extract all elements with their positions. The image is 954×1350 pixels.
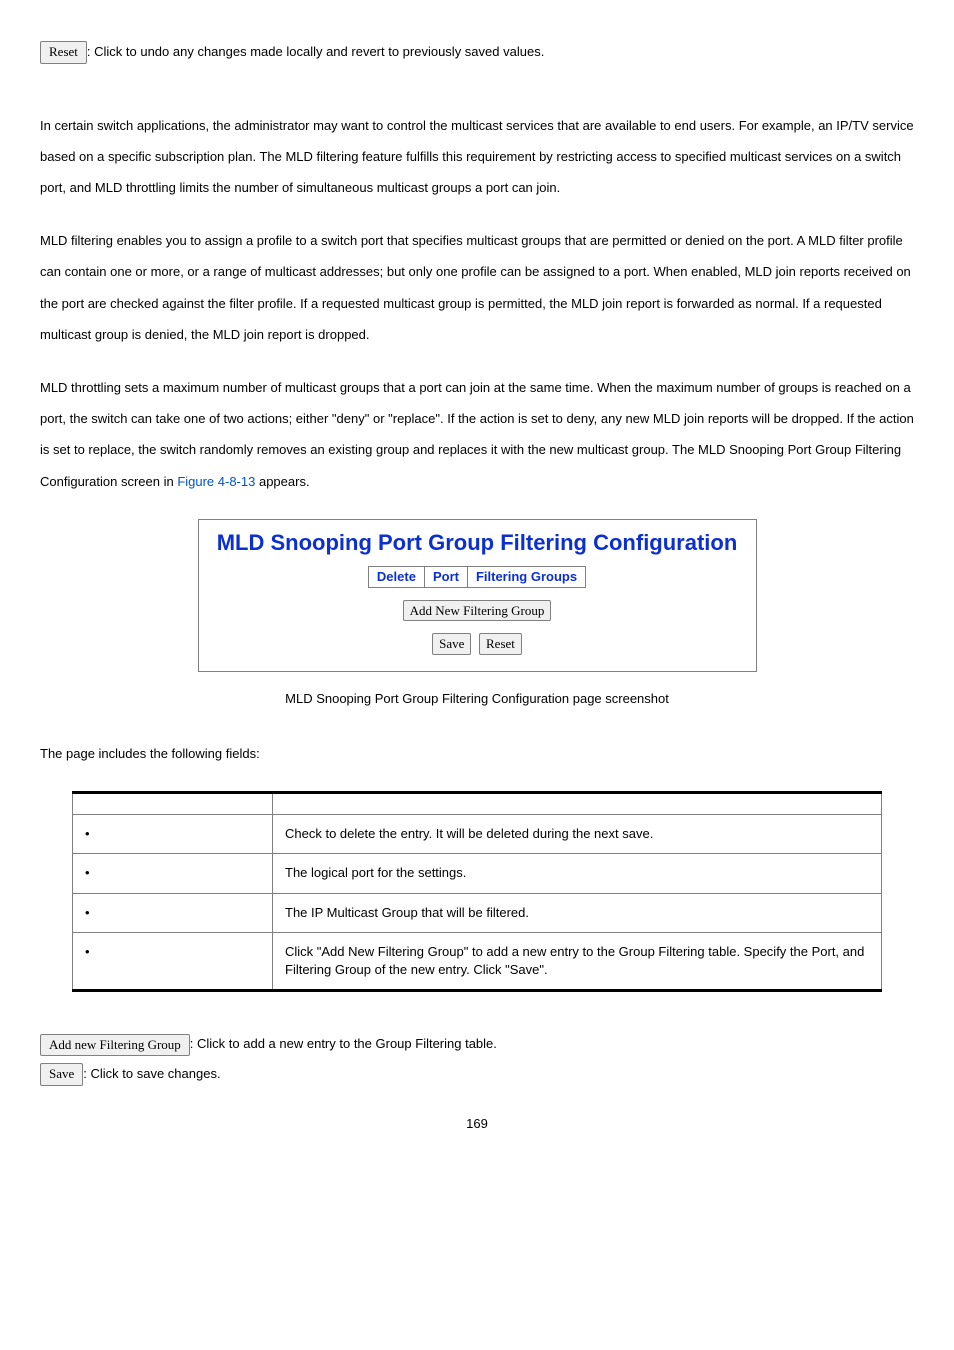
para3-text-a: MLD throttling sets a maximum number of … — [40, 380, 914, 489]
table-row: • Click "Add New Filtering Group" to add… — [73, 932, 882, 990]
desc-0: Check to delete the entry. It will be de… — [273, 815, 882, 854]
save-line: Save: Click to save changes. — [40, 1062, 914, 1086]
col-port: Port — [424, 567, 467, 588]
col-delete: Delete — [368, 567, 424, 588]
header-object — [73, 793, 273, 815]
header-description — [273, 793, 882, 815]
save-desc: : Click to save changes. — [83, 1066, 220, 1081]
para3-text-b: appears. — [255, 474, 309, 489]
table-row: • The IP Multicast Group that will be fi… — [73, 893, 882, 932]
table-row: • Check to delete the entry. It will be … — [73, 815, 882, 854]
desc-2: The IP Multicast Group that will be filt… — [273, 893, 882, 932]
figure-reset-button[interactable]: Reset — [479, 633, 522, 655]
reset-line: Reset: Click to undo any changes made lo… — [40, 40, 914, 64]
desc-1: The logical port for the settings. — [273, 854, 882, 893]
add-new-filtering-group-button-2[interactable]: Add new Filtering Group — [40, 1034, 190, 1056]
add-new-desc: : Click to add a new entry to the Group … — [190, 1036, 497, 1051]
paragraph-1: In certain switch applications, the admi… — [40, 110, 914, 204]
reset-desc: : Click to undo any changes made locally… — [87, 44, 544, 59]
paragraph-3: MLD throttling sets a maximum number of … — [40, 372, 914, 497]
reset-button[interactable]: Reset — [40, 41, 87, 63]
save-button[interactable]: Save — [40, 1063, 83, 1085]
figure-link[interactable]: Figure 4-8-13 — [177, 474, 255, 489]
desc-3: Click "Add New Filtering Group" to add a… — [273, 932, 882, 990]
figure-title: MLD Snooping Port Group Filtering Config… — [203, 530, 752, 556]
table-row: • The logical port for the settings. — [73, 854, 882, 893]
add-new-filtering-group-button[interactable]: Add New Filtering Group — [403, 600, 552, 622]
page-number: 169 — [40, 1116, 914, 1132]
col-filtering-groups: Filtering Groups — [467, 567, 585, 588]
figure-caption: MLD Snooping Port Group Filtering Config… — [40, 690, 914, 708]
figure-screenshot: MLD Snooping Port Group Filtering Config… — [198, 519, 757, 672]
fields-intro: The page includes the following fields: — [40, 738, 914, 769]
add-new-line: Add new Filtering Group: Click to add a … — [40, 1032, 914, 1056]
figure-header-table: Delete Port Filtering Groups — [368, 566, 586, 588]
paragraph-2: MLD filtering enables you to assign a pr… — [40, 225, 914, 350]
figure-save-button[interactable]: Save — [432, 633, 471, 655]
fields-table: • Check to delete the entry. It will be … — [72, 791, 882, 992]
